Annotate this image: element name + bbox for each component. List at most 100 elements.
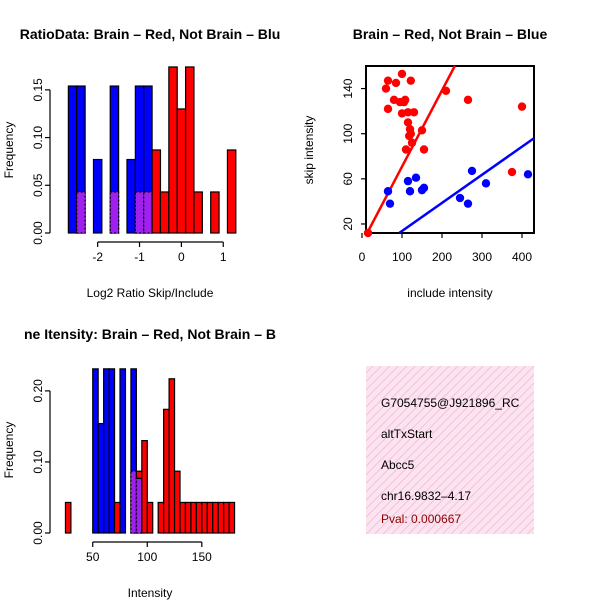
scatter-points (363, 69, 533, 238)
ratio-title: RatioData: Brain – Red, Not Brain – Blu (20, 26, 281, 42)
ratio-red-bar (184, 66, 195, 234)
intensity-xlabel: Intensity (128, 586, 173, 600)
intensity-histogram: ne Itensity: Brain – Red, Not Brain – B … (2, 326, 276, 600)
intensity-red-bar (190, 501, 197, 534)
scatter-frame (365, 65, 535, 234)
ratio-histogram: RatioData: Brain – Red, Not Brain – Blu … (2, 26, 280, 300)
intensity-red-bar (141, 440, 148, 534)
scatter-xlabel: include intensity (407, 286, 492, 300)
info-background (366, 366, 534, 534)
ratio-overlap-bar (76, 191, 86, 234)
ratio-y-tick-label: 0.05 (31, 173, 45, 197)
info-gene: Abcc5 (381, 458, 415, 472)
intensity-red-bar (201, 501, 208, 534)
not-brain-point (405, 187, 415, 196)
ratio-axes: -2 -1 0 1 0.00 0.05 0.10 0.15 (31, 78, 227, 264)
intensity-red-bar (146, 501, 154, 534)
ratio-red-bar (159, 191, 170, 234)
brain-fit-line (364, 65, 456, 236)
ratio-red-bar (210, 191, 220, 234)
brain-point (383, 104, 393, 114)
intensity-red-bar (173, 470, 181, 534)
intensity-overlap-bar (135, 477, 143, 534)
ratio-red-bar (193, 191, 203, 234)
ratio-y-tick-label: 0.15 (31, 78, 45, 102)
info-event-id: G7054755@J921896_RC (381, 396, 520, 410)
intensity-red-bar (206, 501, 214, 534)
intensity-axes: 50 100 150 0.00 0.10 0.20 (31, 379, 212, 564)
scatter-x-tick-label: 200 (432, 250, 452, 264)
intensity-scatter: Brain – Red, Not Brain – Blue 0 100 200 300… (302, 26, 547, 300)
intensity-x-tick-label: 50 (86, 550, 100, 564)
intensity-red-bar (184, 501, 192, 534)
intensity-bars (64, 368, 236, 534)
ratio-y-tick-label: 0.10 (31, 126, 45, 150)
scatter-y-tick-label: 100 (341, 123, 355, 143)
ratio-x-tick-label: 1 (220, 250, 227, 264)
info-box: G7054755@J921896_RC altTxStart Abcc5 chr… (366, 366, 534, 534)
ratio-xlabel: Log2 Ratio Skip/Include (87, 286, 214, 300)
ratio-red-bar (151, 149, 162, 234)
scatter-x-tick-label: 100 (392, 250, 412, 264)
brain-point (463, 95, 473, 105)
intensity-red-bar (157, 501, 165, 534)
intensity-blue-bar (92, 368, 99, 534)
ratio-red-bar (176, 108, 187, 234)
ratio-bars (67, 66, 237, 234)
intensity-red-bar (179, 501, 187, 534)
brain-point (419, 145, 429, 154)
info-location: chr16.9832–4.17 (381, 489, 471, 503)
not-brain-point (403, 176, 413, 186)
intensity-y-tick-label: 0.20 (31, 379, 45, 403)
brain-point (391, 78, 401, 88)
brain-point (363, 228, 373, 238)
ratio-blue-bar (92, 158, 103, 234)
not-brain-point (419, 183, 429, 193)
brain-point (407, 138, 417, 147)
ratio-ylabel: Frequency (2, 122, 16, 179)
intensity-ylabel: Frequency (2, 422, 16, 479)
ratio-x-tick-label: -2 (92, 250, 103, 264)
intensity-red-bar (64, 501, 72, 534)
ratio-y-tick-label: 0.00 (31, 221, 45, 245)
intensity-blue-bar (97, 422, 105, 534)
ratio-red-bar (226, 149, 237, 234)
not-brain-fit-line (398, 137, 535, 235)
ratio-red-bar (168, 66, 178, 234)
scatter-ylabel: skip intensity (302, 116, 316, 185)
intensity-blue-bar (119, 368, 127, 534)
brain-point (417, 126, 427, 135)
brain-point (381, 84, 391, 93)
scatter-y-tick-label: 20 (341, 217, 355, 231)
scatter-y-tick-label: 140 (341, 78, 355, 98)
not-brain-point (383, 187, 393, 196)
not-brain-point (467, 166, 477, 176)
intensity-red-bar (217, 501, 225, 534)
ratio-blue-bar (126, 158, 136, 234)
intensity-blue-bar (108, 368, 116, 534)
ratio-overlap-bar (134, 191, 145, 234)
ratio-overlap-bar (109, 191, 120, 234)
intensity-red-bar (228, 501, 236, 534)
intensity-blue-bar (103, 368, 110, 534)
brain-point (397, 69, 407, 79)
not-brain-point (411, 173, 421, 182)
not-brain-point (523, 170, 533, 179)
brain-point (383, 76, 393, 85)
brain-point (401, 145, 411, 154)
ratio-blue-bar (67, 85, 78, 234)
brain-point (441, 86, 451, 96)
brain-point (403, 118, 413, 127)
intensity-red-bar (113, 501, 121, 534)
scatter-x-tick-label: 400 (512, 250, 532, 264)
not-brain-point (463, 199, 473, 208)
scatter-title: Brain – Red, Not Brain – Blue (353, 26, 548, 42)
scatter-y-tick-label: 60 (341, 172, 355, 186)
intensity-x-tick-label: 150 (192, 550, 212, 564)
intensity-y-tick-label: 0.00 (31, 521, 45, 545)
info-pval: Pval: 0.000667 (381, 512, 461, 526)
brain-point (517, 102, 527, 111)
brain-point (406, 76, 415, 85)
intensity-title: ne Itensity: Brain – Red, Not Brain – B (24, 326, 276, 342)
